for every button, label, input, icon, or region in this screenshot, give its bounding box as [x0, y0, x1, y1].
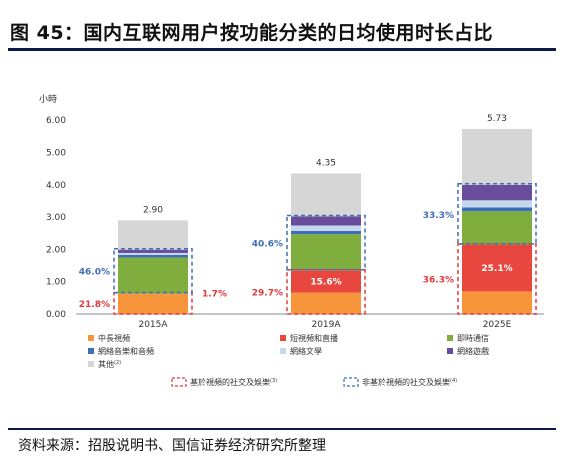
legend-swatch: [343, 377, 359, 387]
bar-total-label: 4.35: [316, 158, 336, 168]
bar-segment: [462, 200, 532, 208]
video-social-box: [113, 291, 193, 315]
legend-swatch: [447, 348, 453, 354]
nonvideo-social-box: [286, 214, 366, 271]
bar-segment: [118, 220, 188, 250]
bar-segment: [118, 252, 188, 255]
bar-segment: [462, 211, 532, 245]
y-tick-label: 5.00: [46, 149, 66, 159]
legend-label: 即時通信: [457, 333, 489, 343]
video-social-pct: 36.3%: [423, 275, 454, 285]
legend-swatch: [88, 361, 94, 367]
x-tick-label: 2015A: [138, 320, 168, 330]
video-social-pct: 29.7%: [252, 288, 283, 298]
legend-label: 其他(2): [98, 359, 121, 369]
video-social-pct: 21.8%: [79, 300, 110, 310]
bar-segment: [462, 291, 532, 314]
legend-swatch: [171, 377, 187, 387]
bar-total-label: 2.90: [143, 205, 163, 215]
bar-segment: [118, 257, 188, 294]
nonvideo-social-pct: 46.0%: [79, 268, 110, 278]
figure-title: 图 45：国内互联网用户按功能分类的日均使用时长占比: [10, 22, 494, 44]
source-note: 资料来源：招股说明书、国信证券经济研究所整理: [18, 438, 326, 454]
bar-segment: [291, 234, 361, 271]
footer-divider: [8, 428, 556, 430]
bar-segment: [462, 207, 532, 212]
bar-segment: [291, 225, 361, 231]
y-tick-label: 6.00: [46, 116, 66, 126]
legend-swatch: [280, 335, 286, 341]
x-tick-label: 2025E: [483, 320, 512, 330]
legend-swatch: [88, 335, 94, 341]
bar-segment: [291, 173, 361, 217]
bar-segment: [118, 293, 188, 314]
y-tick-label: 3.00: [46, 213, 66, 223]
bar-segment: [291, 230, 361, 235]
legend-label: 中長視頻: [98, 333, 130, 343]
legend-label: 基於視頻的社交及娛樂(3): [190, 377, 277, 387]
legend-label: 網絡文學: [290, 346, 322, 356]
bar-segment: [291, 292, 361, 314]
bar-segment: [462, 244, 532, 292]
title-bar: 图 45：国内互联网用户按功能分类的日均使用时长占比: [8, 12, 556, 51]
legend-label: 網絡遊戲: [457, 346, 489, 356]
y-tick-label: 0.00: [46, 310, 66, 320]
nonvideo-social-box: [457, 183, 537, 245]
nonvideo-social-box: [113, 247, 193, 294]
bar-total-label: 5.73: [487, 114, 507, 124]
x-tick-label: 2019A: [311, 320, 341, 330]
extra-pct-label: 1.7%: [202, 290, 227, 300]
y-tick-label: 2.00: [46, 245, 66, 255]
bar-segment: [291, 270, 361, 293]
bar-value-label: 25.1%: [481, 264, 512, 274]
chart-svg: 小時 0.00 1.00 2.00 3.00 4.00 5.00 6.00 2.90 2015A 4…: [39, 94, 544, 387]
bar-segment: [118, 254, 188, 258]
nonvideo-social-pct: 33.3%: [423, 211, 454, 221]
bar-segment: [462, 128, 532, 185]
bar-segment: [118, 249, 188, 253]
legend-swatch: [447, 335, 453, 341]
bar-value-label: 15.6%: [310, 278, 341, 288]
bar-segment: [462, 184, 532, 201]
legend-label: 非基於視頻的社交及娛樂(4): [362, 377, 457, 387]
y-tick-label: 4.00: [46, 181, 66, 191]
y-tick-label: 1.00: [46, 278, 66, 288]
legend-label: 短視頻和直播: [290, 333, 338, 343]
chart: 小時 0.00 1.00 2.00 3.00 4.00 5.00 6.00 2.90 2015A 4…: [0, 58, 564, 428]
nonvideo-social-pct: 40.6%: [252, 240, 283, 250]
legend-swatch: [88, 348, 94, 354]
legend-swatch: [280, 348, 286, 354]
y-axis-unit-label: 小時: [39, 94, 57, 105]
bar-segment: [291, 216, 361, 226]
legend-label: 網絡音樂和音頻: [98, 346, 154, 356]
